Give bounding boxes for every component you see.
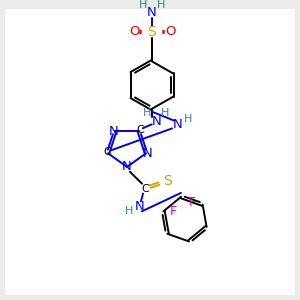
Text: H: H (139, 0, 147, 10)
Text: N: N (143, 147, 153, 160)
Text: S: S (148, 25, 156, 39)
Text: O: O (165, 25, 175, 38)
Text: F: F (170, 205, 177, 218)
Text: C: C (141, 184, 149, 194)
Text: H: H (142, 109, 151, 118)
Text: S: S (163, 174, 171, 188)
Text: N: N (173, 118, 183, 131)
Text: N: N (152, 115, 162, 128)
Text: C: C (136, 125, 144, 135)
FancyBboxPatch shape (5, 9, 295, 295)
Text: H: H (184, 114, 192, 124)
Text: H: H (157, 0, 165, 10)
Text: H: H (125, 206, 133, 216)
Text: N: N (147, 6, 157, 19)
Text: F: F (189, 196, 196, 209)
Text: N: N (135, 200, 145, 213)
Text: H: H (160, 109, 169, 118)
Text: N: N (122, 160, 132, 173)
Text: N: N (108, 125, 118, 138)
Text: O: O (129, 25, 139, 38)
Text: C: C (103, 147, 111, 157)
